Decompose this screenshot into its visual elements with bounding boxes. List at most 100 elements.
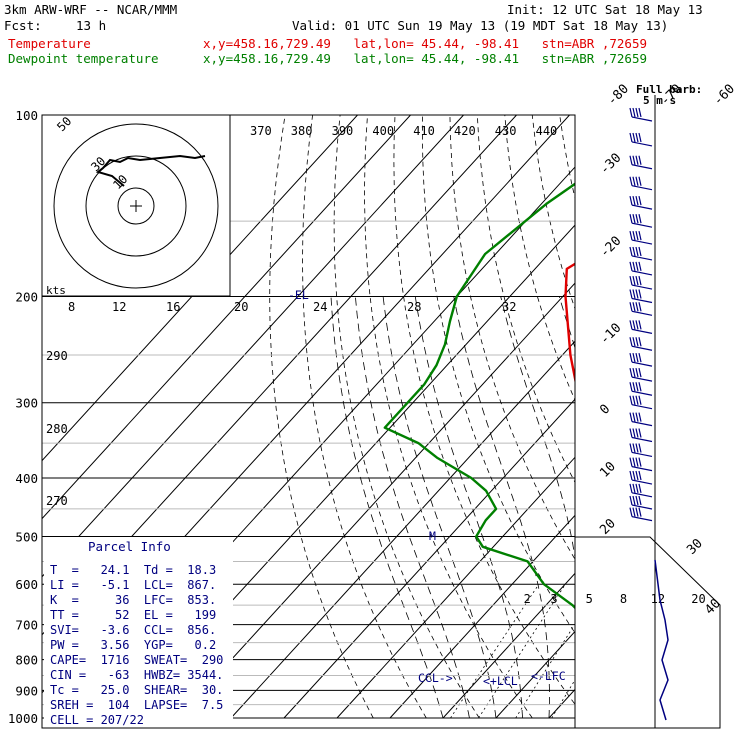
parcel-row: CELL = 207/22 <box>50 713 144 727</box>
wind-barb-flag <box>632 132 636 143</box>
wind-barb-flag <box>635 470 639 481</box>
temperature-legend-info: x,y=458.16,729.49 lat,lon= 45.44, -98.41… <box>203 36 648 51</box>
wind-barb-flag <box>635 443 639 453</box>
temperature-tick-label: 0 <box>597 402 613 418</box>
wind-barb-flag <box>638 195 642 206</box>
wind-barb-flag <box>629 337 633 347</box>
wind-barb-flag <box>635 230 639 241</box>
wind-barb-flag <box>632 495 636 506</box>
wind-barb-shaft <box>631 222 653 228</box>
wind-barb-shaft <box>631 376 653 382</box>
pressure-tick-label: 100 <box>15 108 38 123</box>
dry-adiabat-line <box>302 115 427 719</box>
wind-barb-flag <box>638 132 642 143</box>
moist-adiabat-line <box>558 296 575 350</box>
mixing-ratio-label: 3 <box>550 592 557 606</box>
pressure-tick-label: 800 <box>15 653 38 668</box>
pressure-tick-label: 300 <box>15 396 38 411</box>
wind-barb-shaft <box>631 466 653 472</box>
model-title: 3km ARW-WRF -- NCAR/MMM <box>4 2 178 17</box>
parcel-row: CAPE= 1716 SWEAT= 290 <box>50 653 224 667</box>
mixing-ratio-line <box>515 623 575 719</box>
wind-barb-flag <box>629 302 633 312</box>
wind-barb <box>629 195 653 210</box>
parcel-row: TT = 52 EL = 199 <box>50 608 217 622</box>
wind-barb <box>629 337 653 351</box>
dry-adiabat-line <box>559 115 575 200</box>
wind-barb-flag <box>638 289 642 299</box>
isotherm-line <box>655 115 740 718</box>
isotherm-line <box>230 340 575 719</box>
temperature-curve <box>564 262 575 385</box>
wind-barb-flag <box>632 470 636 481</box>
wind-barb-flag <box>629 457 633 467</box>
dry-adiabat-line <box>670 115 740 718</box>
wind-barb-flag <box>635 132 639 143</box>
dry-adiabat-line <box>697 115 740 718</box>
dry-adiabat-line <box>642 115 740 718</box>
theta-label: 270 <box>46 494 68 508</box>
wind-key-unit: 5 m s <box>643 94 677 107</box>
wind-barb <box>629 289 653 304</box>
wind-barb-flag <box>638 176 642 186</box>
wind-key-title: Full barb: <box>636 83 703 96</box>
valid-time: Valid: 01 UTC Sun 19 May 13 (19 MDT Sat … <box>292 18 669 33</box>
wind-barb-flag <box>638 395 642 405</box>
wind-barb <box>629 275 653 290</box>
wind-barb-flag <box>629 155 633 165</box>
wind-barb-flag <box>632 457 636 467</box>
wind-barb-shaft <box>631 504 653 510</box>
fcst-label: Fcst: <box>4 18 42 33</box>
wind-barb-shaft <box>631 421 653 427</box>
speed-axis-label: 20 <box>234 300 248 314</box>
wind-barb-flag <box>638 302 642 312</box>
pressure-tick-label: 600 <box>15 577 38 592</box>
speed-axis-label: 8 <box>68 300 75 314</box>
dry-adiabat-line <box>587 115 740 718</box>
wind-barb-flag <box>632 230 636 241</box>
wind-barb-flag <box>632 337 636 347</box>
wind-barb-flag <box>629 353 633 363</box>
wind-barb-flag <box>629 507 633 517</box>
annotation-lfc: <-LFC <box>531 669 566 683</box>
wind-barb-shaft <box>631 516 653 522</box>
wind-barb-shaft <box>631 270 653 276</box>
theta-label: 380 <box>291 124 313 138</box>
temperature-legend-label: Temperature <box>8 36 91 51</box>
wind-barb-flag <box>638 214 642 224</box>
wind-barb-flag <box>635 195 639 206</box>
wind-barb-flag <box>629 230 633 241</box>
temperature-tick-label: -60 <box>711 82 738 109</box>
wind-barb <box>629 353 653 367</box>
hodograph-trace <box>95 154 206 187</box>
wind-barb-shaft <box>631 451 653 458</box>
wind-barb-flag <box>632 428 636 438</box>
wind-barb <box>629 132 653 147</box>
wind-barb <box>629 483 653 498</box>
wind-barb-flag <box>629 412 633 422</box>
wind-barb-flag <box>635 176 639 186</box>
wind-barb-flag <box>635 320 639 330</box>
wind-barb <box>629 395 653 410</box>
temperature-tick-label: -80 <box>605 82 632 109</box>
wind-barb-shaft <box>631 390 653 396</box>
parcel-row: LI = -5.1 LCL= 867. <box>50 578 217 592</box>
pressure-tick-label: 900 <box>15 683 38 698</box>
wind-barb-flag <box>632 483 636 493</box>
wind-barb-flag <box>638 470 642 481</box>
isotherm-line <box>42 115 358 462</box>
wind-barb-flag <box>629 367 633 378</box>
wind-barb-flag <box>638 107 642 118</box>
wind-barb-flag <box>638 367 642 378</box>
parcel-row: CIN = -63 HWBZ= 3544. <box>50 668 224 682</box>
wind-barb-flag <box>632 289 636 299</box>
wind-barb-flag <box>629 261 633 272</box>
wind-barb-flag <box>632 507 636 517</box>
moist-adiabat-line <box>500 296 575 561</box>
wind-barb-shaft <box>631 310 653 316</box>
wind-barb-flag <box>638 155 642 165</box>
wind-barb <box>629 443 653 458</box>
wind-panel-outline <box>575 536 721 729</box>
wind-barb-flag <box>632 412 636 422</box>
mixing-ratio-label: 5 <box>586 592 593 606</box>
